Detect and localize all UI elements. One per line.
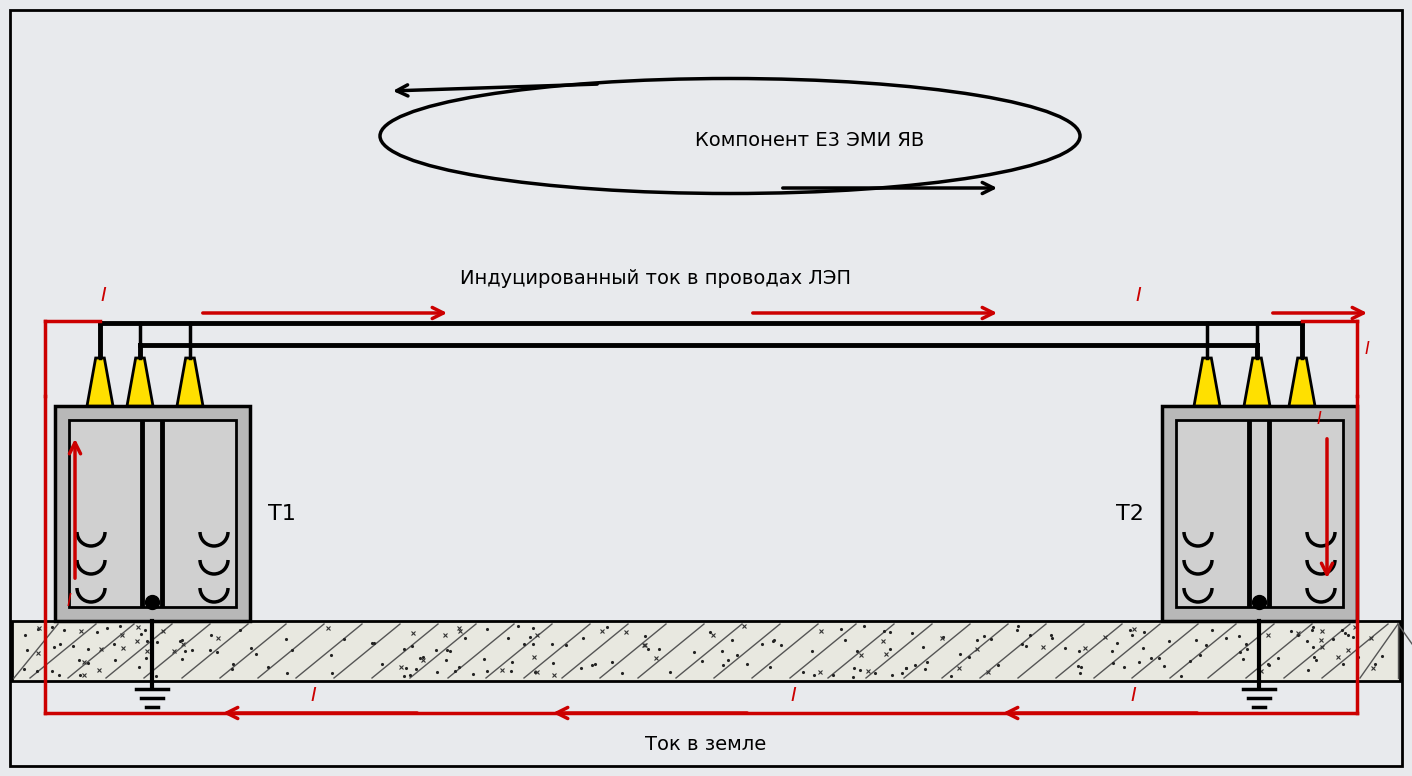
Bar: [1176, 420, 1343, 607]
Polygon shape: [127, 358, 152, 406]
Text: I: I: [1135, 286, 1141, 305]
Text: Т2: Т2: [1115, 504, 1144, 524]
Text: I: I: [66, 592, 72, 610]
Text: I: I: [1130, 686, 1135, 705]
Text: I: I: [1365, 341, 1370, 359]
Text: I: I: [1317, 410, 1322, 428]
Polygon shape: [176, 358, 203, 406]
Bar: [55, 406, 250, 621]
Polygon shape: [1289, 358, 1315, 406]
Text: Т1: Т1: [268, 504, 297, 524]
Text: I: I: [789, 686, 796, 705]
Polygon shape: [88, 358, 113, 406]
Bar: [1162, 406, 1357, 621]
Text: I: I: [311, 686, 316, 705]
Text: Индуцированный ток в проводах ЛЭП: Индуцированный ток в проводах ЛЭП: [460, 269, 851, 288]
Text: Ток в земле: Ток в земле: [645, 735, 767, 754]
Text: Компонент Е3 ЭМИ ЯВ: Компонент Е3 ЭМИ ЯВ: [695, 131, 925, 151]
Polygon shape: [1195, 358, 1220, 406]
Polygon shape: [1244, 358, 1269, 406]
Bar: [11, 621, 1401, 681]
Bar: [69, 420, 236, 607]
Text: I: I: [100, 286, 106, 305]
